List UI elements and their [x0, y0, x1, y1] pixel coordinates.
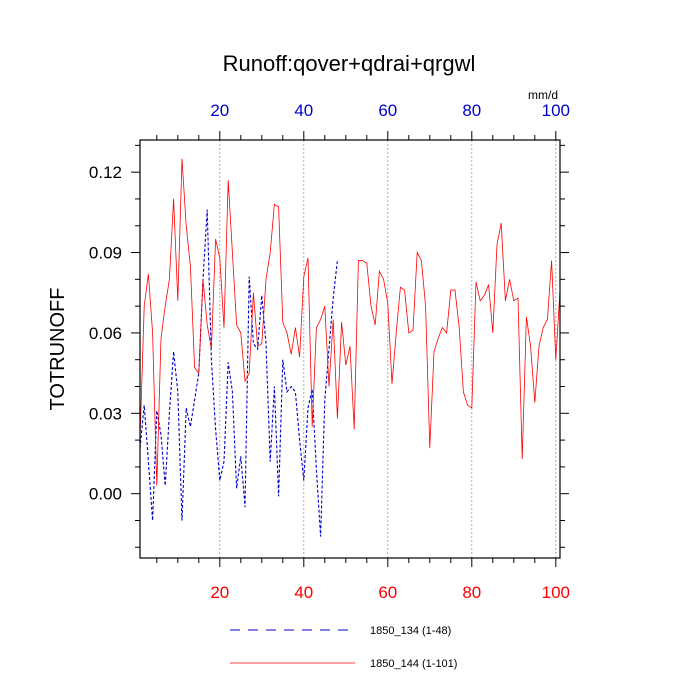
y-tick-label-3: 0.09: [89, 244, 122, 263]
grid-lines: [219, 140, 557, 558]
series-lines: [139, 158, 561, 537]
x-tick-label-bottom-20: 20: [210, 583, 229, 602]
y-axis-label: TOTRUNOFF: [47, 288, 69, 411]
legend-label-1850-134: 1850_134 (1-48): [370, 625, 451, 637]
x-tick-label-top-80: 80: [462, 101, 481, 120]
y-tick-label-2: 0.06: [89, 324, 122, 343]
legend-label-1850-144: 1850_144 (1-101): [370, 658, 457, 670]
y-tick-label-4: 0.12: [89, 163, 122, 182]
axis-ticks: 20 20 40 40 60 60 80 80 100 100 0.00 0.03 0.06 0.09 0.…: [89, 101, 570, 602]
plot-frame: [139, 139, 561, 559]
x-tick-label-top-100: 100: [542, 101, 570, 120]
x-tick-label-bottom-60: 60: [378, 583, 397, 602]
x-tick-label-bottom-100: 100: [542, 583, 570, 602]
series-line-1850-144: [139, 158, 561, 486]
x-tick-label-top-60: 60: [378, 101, 397, 120]
legend: 1850_134 (1-48) 1850_144 (1-101): [230, 625, 457, 670]
y-tick-label-0: 0.00: [89, 485, 122, 504]
y-tick-label-1: 0.03: [89, 404, 122, 423]
x-tick-label-top-40: 40: [294, 101, 313, 120]
chart-title: Runoff:qover+qdrai+qrgwl: [223, 51, 476, 76]
x-tick-label-bottom-80: 80: [462, 583, 481, 602]
x-tick-label-bottom-40: 40: [294, 583, 313, 602]
units-label: mm/d: [528, 88, 558, 102]
x-tick-label-top-20: 20: [210, 101, 229, 120]
